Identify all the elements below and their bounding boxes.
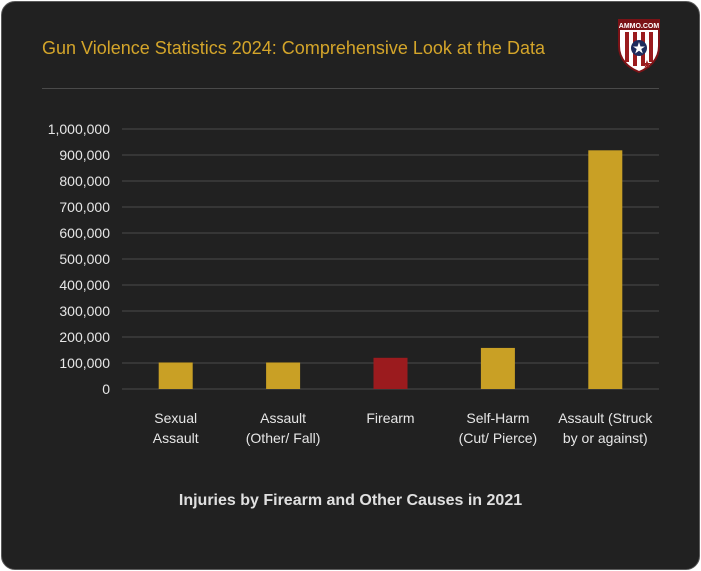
ammo-shield-logo: AMMO.COM — [618, 19, 660, 74]
y-tick-label: 900,000 — [59, 147, 110, 163]
y-tick-label: 400,000 — [59, 277, 110, 293]
y-tick-label: 300,000 — [59, 303, 110, 319]
page-title: Gun Violence Statistics 2024: Comprehens… — [42, 38, 545, 58]
bar — [588, 150, 623, 389]
logo-text: AMMO.COM — [619, 23, 660, 30]
x-tick-label: (Cut/ Pierce) — [459, 430, 538, 446]
y-tick-label: 1,000,000 — [48, 121, 110, 137]
x-tick-label: Assault (Struck — [558, 410, 653, 426]
x-tick-label: Assault — [153, 430, 199, 446]
bar — [373, 357, 408, 389]
bar — [266, 362, 301, 389]
y-tick-label: 0 — [102, 381, 110, 397]
bar — [158, 362, 193, 389]
y-tick-label: 800,000 — [59, 173, 110, 189]
x-tick-label: Firearm — [366, 410, 414, 426]
bar — [480, 347, 515, 389]
x-tick-label: (Other/ Fall) — [246, 430, 321, 446]
title-divider — [42, 88, 659, 89]
x-tick-label: Self-Harm — [466, 410, 529, 426]
x-tick-label: Sexual — [154, 410, 197, 426]
y-tick-label: 100,000 — [59, 355, 110, 371]
y-tick-label: 500,000 — [59, 251, 110, 267]
y-tick-label: 600,000 — [59, 225, 110, 241]
x-tick-label: Assault — [260, 410, 306, 426]
y-tick-label: 700,000 — [59, 199, 110, 215]
bar-chart: 0 100,000 200,000 300,000 400,000 500,000 600,… — [48, 121, 659, 446]
x-axis-label: Injuries by Firearm and Other Causes in … — [178, 492, 523, 509]
y-tick-label: 200,000 — [59, 329, 110, 345]
x-tick-label: by or against) — [563, 430, 648, 446]
